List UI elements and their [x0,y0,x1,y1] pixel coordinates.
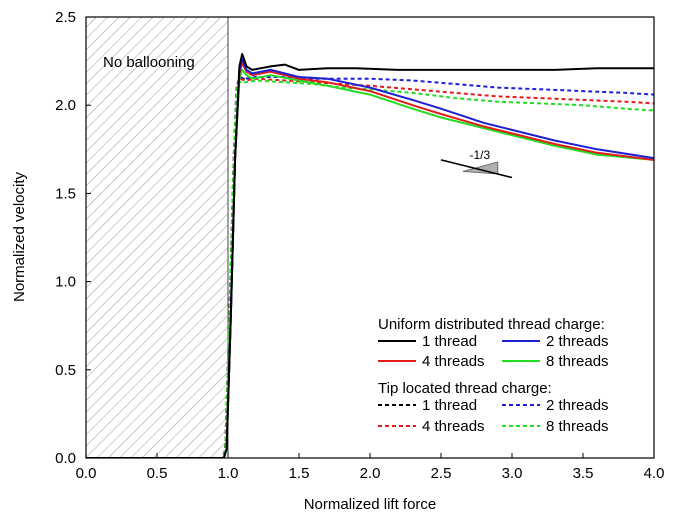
slope-triangle [462,161,499,175]
x-tick-label: 0.0 [76,465,97,482]
y-tick-label: 0.0 [55,450,76,467]
legend-label: 2 threads [546,397,609,414]
legend-label: 4 threads [422,418,485,435]
series-line-tip-4 [86,79,654,458]
legend-label: 2 threads [546,333,609,350]
slope-label: -1/3 [469,148,490,162]
y-tick-label: 0.5 [55,362,76,379]
x-tick-label: 3.5 [573,465,594,482]
y-tick-label: 2.5 [55,9,76,26]
x-tick-label: 2.0 [360,465,381,482]
x-axis: 0.0 0.5 1.0 1.5 2.0 2.5 3.0 3.5 4.0 [76,453,665,482]
legend-label: 4 threads [422,353,485,370]
series-layer [86,53,654,458]
legend-label: 8 threads [546,353,609,370]
y-tick-label: 2.0 [55,97,76,114]
x-axis-title: Normalized lift force [304,496,437,513]
slope-annotation: -1/3 [440,148,513,179]
legend-label: 8 threads [546,418,609,435]
legend-group-title-tip: Tip located thread charge: [378,380,552,397]
series-line-uniform-1 [86,53,654,458]
slope-line [440,159,513,179]
x-tick-label: 0.5 [147,465,168,482]
legend-label: 1 thread [422,333,477,350]
y-axis-title: Normalized velocity [11,171,28,302]
y-axis: 0.0 0.5 1.0 1.5 2.0 2.5 [55,9,91,467]
x-tick-label: 4.0 [644,465,665,482]
no-ballooning-label: No ballooning [103,54,195,71]
x-tick-label: 3.0 [502,465,523,482]
y-tick-label: 1.5 [55,185,76,202]
legend-group-title-uniform: Uniform distributed thread charge: [378,316,605,333]
legend: Uniform distributed thread charge: Tip l… [378,316,609,435]
legend-label: 1 thread [422,397,477,414]
y-tick-label: 1.0 [55,274,76,291]
x-tick-label: 1.5 [289,465,310,482]
no-ballooning-region [86,17,228,458]
x-tick-label: 2.5 [431,465,452,482]
x-tick-label: 1.0 [218,465,239,482]
